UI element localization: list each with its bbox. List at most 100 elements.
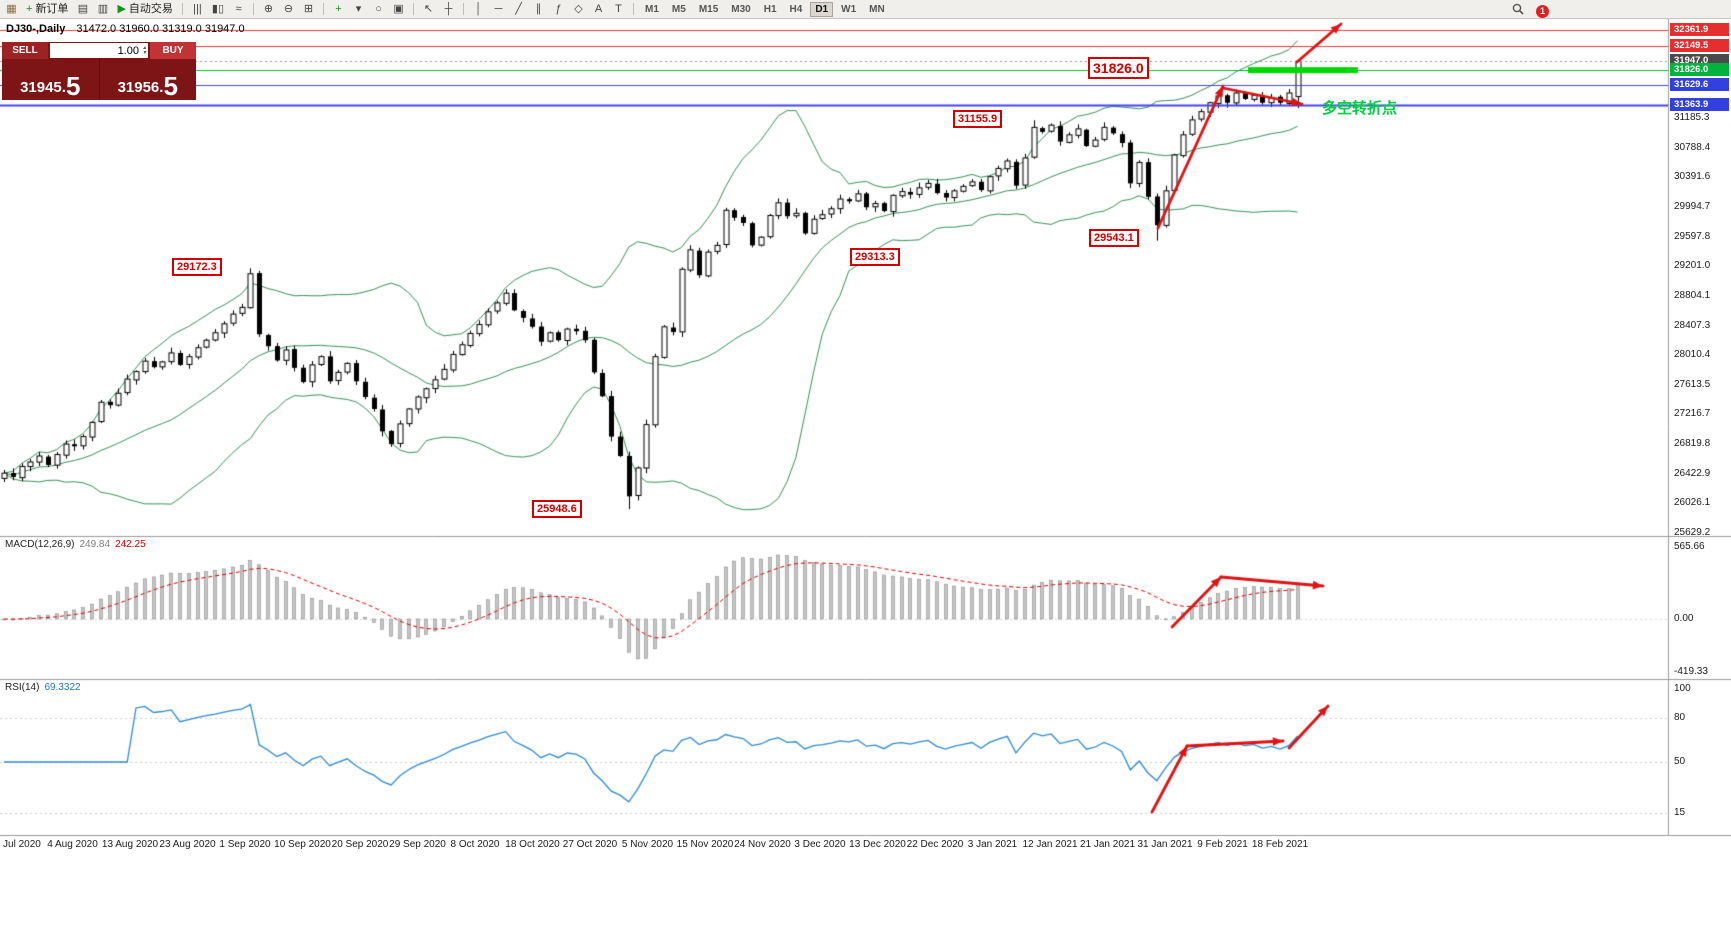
toolbar-separator xyxy=(463,3,465,15)
date-label: 23 Aug 2020 xyxy=(159,839,216,850)
fibonacci-icon[interactable]: ƒ xyxy=(549,1,568,17)
bull-bear-turning-point-note[interactable]: 多空转折点 xyxy=(1322,100,1398,117)
horizontal-line-icon[interactable]: ─ xyxy=(489,1,508,17)
label-tool-icon-glyph: T xyxy=(615,2,622,15)
timeframe-d1[interactable]: D1 xyxy=(810,1,834,17)
bar-chart-icon[interactable]: ||| xyxy=(188,1,207,17)
date-label: 10 Sep 2020 xyxy=(274,839,331,850)
new-order-button[interactable]: + 新订单 xyxy=(22,1,72,17)
vertical-line-icon[interactable]: │ xyxy=(469,1,488,17)
price-annotation[interactable]: 29172.3 xyxy=(172,258,222,276)
buy-button[interactable]: BUY xyxy=(150,42,196,59)
price-scale-tick: 26819.8 xyxy=(1674,438,1711,450)
price-tag[interactable]: 32361.9 xyxy=(1670,23,1729,37)
price-scale-tick: 30788.4 xyxy=(1674,141,1711,153)
indicators-dropdown-icon[interactable]: ▾ xyxy=(349,1,368,17)
date-label: 26 Jul 2020 xyxy=(0,839,41,850)
sell-button[interactable]: SELL xyxy=(2,42,48,59)
market-watch-icon-glyph: ▥ xyxy=(97,2,109,15)
macd-indicator-label: MACD(12,26,9) 249.84 242.25 xyxy=(5,539,146,550)
date-label: 4 Aug 2020 xyxy=(47,839,98,850)
sell-price[interactable]: 31945. 5 xyxy=(2,59,100,100)
rsi-scale-tick: 15 xyxy=(1674,807,1686,818)
volume-down-arrow[interactable]: ▾ xyxy=(142,49,146,56)
text-icon[interactable]: A xyxy=(589,1,608,17)
auto-trading-button-glyph: ▶ xyxy=(117,2,126,15)
channel-icon-glyph: ∥ xyxy=(535,2,542,15)
rsi-name: RSI(14) xyxy=(5,682,40,693)
toolbar-separator xyxy=(323,3,325,15)
line-chart-icon-glyph: ≈ xyxy=(235,2,242,15)
templates-icon[interactable]: ▣ xyxy=(389,1,408,17)
date-label: 18 Feb 2021 xyxy=(1251,839,1309,850)
date-label: 29 Sep 2020 xyxy=(389,839,446,850)
zoom-in-icon[interactable]: ⊕ xyxy=(259,1,278,17)
price-tag[interactable]: 32149.5 xyxy=(1670,38,1729,52)
auto-trading-button[interactable]: ▶ 自动交易 xyxy=(113,1,176,17)
charts-window-icon[interactable]: ▦ xyxy=(2,1,21,17)
candlestick-chart-icon[interactable]: ▮▯ xyxy=(208,1,228,17)
label-tool-icon[interactable]: T xyxy=(609,1,628,17)
buy-price-big: 5 xyxy=(163,71,178,101)
macd-signal-value: 242.25 xyxy=(115,539,146,550)
volume-input[interactable]: 1.00 ▴ ▾ xyxy=(50,43,148,58)
timeframe-m5[interactable]: M5 xyxy=(667,2,691,17)
cycles-icon[interactable]: ○ xyxy=(369,1,388,17)
chart-symbol-period: DJ30-,Daily xyxy=(6,23,66,35)
market-watch-icon[interactable]: ▥ xyxy=(93,1,112,17)
search-icon[interactable] xyxy=(1512,2,1524,20)
timeframe-h1[interactable]: H1 xyxy=(759,2,782,17)
date-label: 22 Dec 2020 xyxy=(906,839,964,850)
chart-title: DJ30-,Daily 31472.0 31960.0 31319.0 3194… xyxy=(6,23,245,35)
price-scale-tick: 26026.1 xyxy=(1674,497,1711,509)
cursor-icon[interactable]: ↖ xyxy=(419,1,438,17)
date-label: 24 Nov 2020 xyxy=(734,839,791,850)
profiles-icon[interactable]: ▤ xyxy=(73,1,92,17)
cursor-icon-glyph: ↖ xyxy=(423,2,434,15)
timeframe-mn[interactable]: MN xyxy=(864,2,890,17)
timeframe-m15[interactable]: M15 xyxy=(694,2,723,17)
zoom-out-icon[interactable]: ⊖ xyxy=(279,1,298,17)
price-tag[interactable]: 31363.9 xyxy=(1670,97,1729,111)
new-order-button-label: 新订单 xyxy=(35,2,69,15)
volume-spinner[interactable]: ▴ ▾ xyxy=(142,44,146,56)
price-annotation[interactable]: 31826.0 xyxy=(1088,57,1149,79)
fibonacci-icon-glyph: ƒ xyxy=(555,2,562,15)
price-annotation[interactable]: 29543.1 xyxy=(1089,229,1139,247)
timeframe-w1[interactable]: W1 xyxy=(836,2,861,17)
crosshair-icon[interactable]: ┼ xyxy=(439,1,458,17)
price-scale-tick: 27613.5 xyxy=(1674,378,1711,390)
macd-name: MACD(12,26,9) xyxy=(5,539,75,550)
price-tag[interactable]: 31826.0 xyxy=(1670,63,1729,77)
main-toolbar: ▦ + 新订单 ▤ ▥ ▶ 自动交易 ||| ▮▯ ≈ ⊕ ⊖ ⊞ + ▾ ○ ▣ ↖ ┼ │ ─ ╱ ∥ ƒ ◇ A T M1 M5 M… xyxy=(0,0,1731,19)
buy-price[interactable]: 31956. 5 xyxy=(100,59,197,100)
macd-main-value: 249.84 xyxy=(79,539,111,550)
price-annotation[interactable]: 25948.6 xyxy=(532,500,582,518)
notification-badge[interactable]: 1 xyxy=(1536,4,1549,18)
channel-icon[interactable]: ∥ xyxy=(529,1,548,17)
volume-up-arrow[interactable]: ▴ xyxy=(142,44,146,51)
line-chart-icon[interactable]: ≈ xyxy=(229,1,248,17)
trade-panel-prices: 31945. 5 31956. 5 xyxy=(2,59,196,100)
trade-panel-header: SELL 1.00 ▴ ▾ BUY xyxy=(2,42,196,59)
timeframe-m1[interactable]: M1 xyxy=(640,2,664,17)
text-icon-glyph: A xyxy=(594,2,603,15)
shapes-icon[interactable]: ◇ xyxy=(569,1,588,17)
tile-windows-icon[interactable]: ⊞ xyxy=(299,1,318,17)
toolbar-separator xyxy=(633,3,635,15)
timeframe-h4[interactable]: H4 xyxy=(785,2,808,17)
chart-canvas[interactable] xyxy=(0,18,1731,938)
cycles-icon-glyph: ○ xyxy=(375,2,382,15)
trendline-icon-glyph: ╱ xyxy=(515,2,522,15)
price-tag[interactable]: 31629.6 xyxy=(1670,77,1729,91)
price-annotation[interactable]: 29313.3 xyxy=(850,248,900,266)
price-annotation[interactable]: 31155.9 xyxy=(953,110,1003,128)
horizontal-line-icon-glyph: ─ xyxy=(494,2,503,15)
toolbar-separator xyxy=(253,3,255,15)
trendline-icon[interactable]: ╱ xyxy=(509,1,528,17)
toolbar-separator xyxy=(413,3,415,15)
timeframe-m30[interactable]: M30 xyxy=(726,2,755,17)
sell-price-big: 5 xyxy=(65,71,81,101)
indicators-icon[interactable]: + xyxy=(329,1,348,17)
